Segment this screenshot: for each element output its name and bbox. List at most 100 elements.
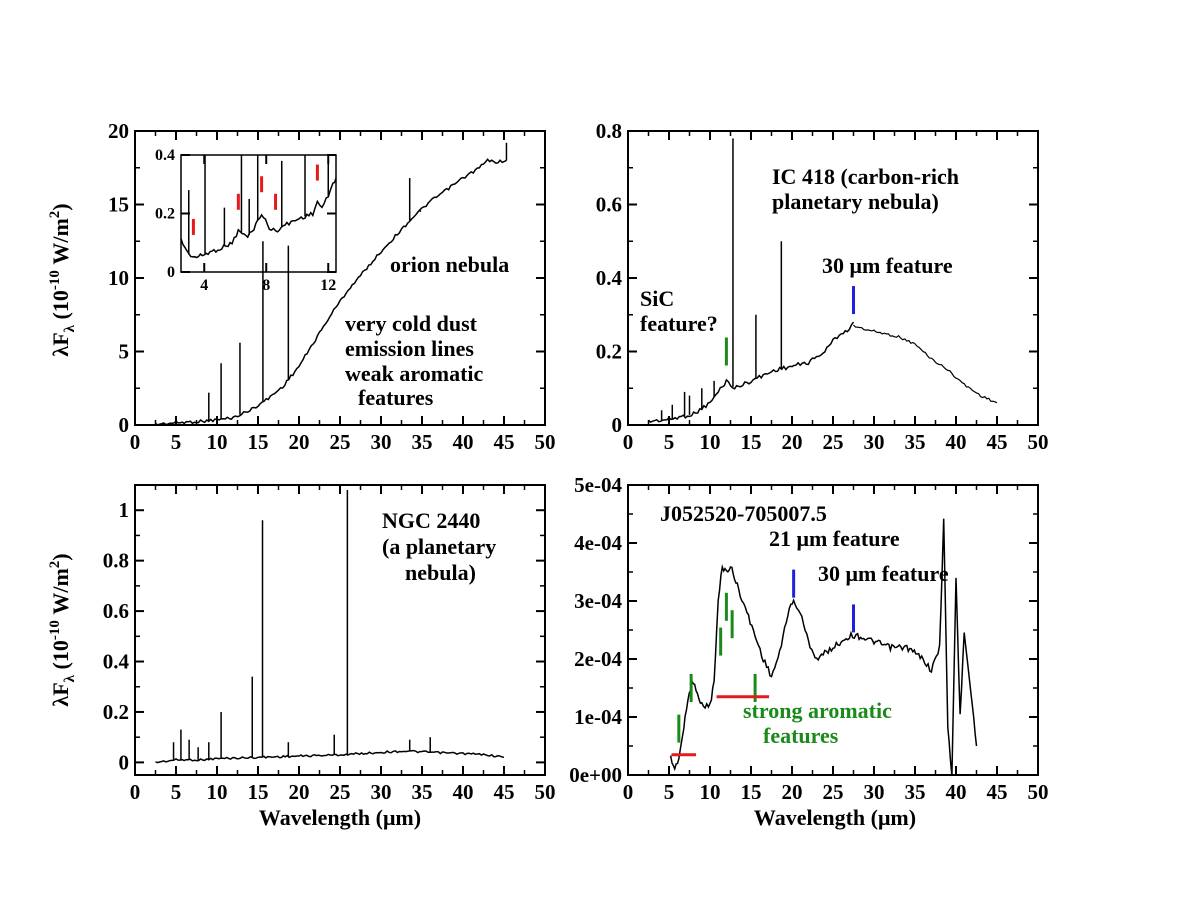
- j052520-x-tick-label: 10: [700, 780, 721, 804]
- orion-x-tick-label: 40: [453, 430, 474, 454]
- ic418-x-tick-label: 35: [905, 430, 926, 454]
- ngc2440-subtitle-label: (a planetary: [382, 534, 496, 559]
- orion-inset-x-tick-label: 4: [200, 277, 208, 294]
- j052520-30um-label: 30 μm feature: [818, 561, 949, 586]
- j052520-y-tick-label: 2e-04: [574, 647, 622, 671]
- orion-y-tick-label: 10: [108, 266, 129, 290]
- orion-x-tick-label: 30: [371, 430, 392, 454]
- ic418-y-tick-label: 0.8: [596, 119, 622, 143]
- j052520-x-tick-label: 50: [1028, 780, 1049, 804]
- j052520-x-axis-title: Wavelength (μm): [754, 805, 916, 830]
- ic418-x-tick-label: 15: [741, 430, 762, 454]
- ngc2440-x-tick-label: 40: [453, 780, 474, 804]
- j052520-spectrum-line: [669, 518, 978, 777]
- orion-y-tick-label: 0: [119, 413, 130, 437]
- ngc2440-x-tick-label: 20: [289, 780, 310, 804]
- ngc2440-y-tick-label: 0.6: [103, 599, 129, 623]
- ngc2440-y-tick-label: 0.8: [103, 549, 129, 573]
- orion-note-features: features: [358, 385, 434, 410]
- ngc2440-x-tick-label: 15: [248, 780, 269, 804]
- ic418-x-tick-label: 40: [946, 430, 967, 454]
- orion-x-tick-label: 0: [130, 430, 141, 454]
- orion-x-tick-label: 25: [330, 430, 351, 454]
- ic418-y-tick-label: 0: [612, 413, 623, 437]
- orion-note-emission: emission lines: [345, 336, 474, 361]
- ic418-sic-label: SiC: [640, 286, 674, 311]
- orion-y-tick-label: 20: [108, 119, 129, 143]
- ic418-x-tick-label: 45: [987, 430, 1008, 454]
- ic418-spectrum-tail: [853, 324, 998, 404]
- orion-inset-x-tick-label: 8: [262, 277, 270, 294]
- orion-x-tick-label: 35: [412, 430, 433, 454]
- ic418-30um-label: 30 μm feature: [822, 253, 953, 278]
- j052520-aromatic2-label: features: [763, 723, 839, 748]
- j052520-y-tick-label: 5e-04: [574, 473, 622, 497]
- ic418-y-tick-label: 0.6: [596, 193, 622, 217]
- ic418-x-tick-label: 5: [664, 430, 675, 454]
- ngc2440-x-tick-label: 35: [412, 780, 433, 804]
- ngc2440-x-tick-label: 45: [494, 780, 515, 804]
- ngc2440-y-axis-title: λFλ (10-10 W/m2): [47, 553, 78, 706]
- j052520-aromatic-label: strong aromatic: [743, 698, 892, 723]
- ngc2440-y-tick-label: 0.2: [103, 700, 129, 724]
- ngc2440-x-tick-label: 50: [535, 780, 556, 804]
- ngc2440-y-tick-label: 1: [119, 498, 130, 522]
- ngc2440-x-tick-label: 30: [371, 780, 392, 804]
- orion-inset-x-tick-label: 12: [320, 277, 336, 294]
- j052520-x-tick-label: 25: [823, 780, 844, 804]
- orion-y-axis-title: λFλ (10-10 W/m2): [47, 203, 78, 356]
- ngc2440-x-tick-label: 25: [330, 780, 351, 804]
- j052520-y-tick-label: 4e-04: [574, 531, 622, 555]
- orion-y-tick-label: 15: [108, 193, 129, 217]
- ic418-sic-feature-label: feature?: [640, 311, 718, 336]
- ic418-x-tick-label: 25: [823, 430, 844, 454]
- ic418-spectrum-line: [647, 321, 855, 423]
- j052520-y-tick-label: 3e-04: [574, 589, 622, 613]
- ngc2440-title-label: NGC 2440: [382, 508, 480, 533]
- orion-x-tick-label: 20: [289, 430, 310, 454]
- j052520-y-tick-label: 1e-04: [574, 705, 622, 729]
- j052520-x-tick-label: 40: [946, 780, 967, 804]
- ngc2440-x-tick-label: 0: [130, 780, 141, 804]
- orion-x-tick-label: 15: [248, 430, 269, 454]
- orion-y-tick-label: 5: [119, 340, 130, 364]
- ngc2440-plot-frame: [134, 484, 546, 776]
- j052520-x-tick-label: 5: [664, 780, 675, 804]
- j052520-x-tick-label: 45: [987, 780, 1008, 804]
- orion-inset-y-tick-label: 0.4: [155, 147, 175, 164]
- j052520-x-tick-label: 20: [782, 780, 803, 804]
- ic418-subtitle-label: planetary nebula): [772, 189, 939, 214]
- ngc2440-x-tick-label: 10: [207, 780, 228, 804]
- ngc2440-spectrum-line: [155, 749, 505, 764]
- orion-x-tick-label: 50: [535, 430, 556, 454]
- orion-title-label: orion nebula: [390, 252, 509, 277]
- orion-x-tick-label: 45: [494, 430, 515, 454]
- ngc2440-x-axis-title: Wavelength (μm): [259, 805, 421, 830]
- orion-spectrum-line: [155, 158, 507, 426]
- j052520-x-tick-label: 15: [741, 780, 762, 804]
- orion-note-cold-dust: very cold dust: [345, 311, 478, 336]
- ic418-title-label: IC 418 (carbon-rich: [772, 164, 959, 189]
- ic418-x-tick-label: 50: [1028, 430, 1049, 454]
- orion-inset-y-tick-label: 0: [167, 264, 175, 281]
- ngc2440-y-tick-label: 0.4: [103, 650, 130, 674]
- ic418-y-tick-label: 0.2: [596, 340, 622, 364]
- ic418-x-tick-label: 30: [864, 430, 885, 454]
- orion-note-aromatic: weak aromatic: [345, 361, 484, 386]
- j052520-21um-label: 21 μm feature: [769, 526, 900, 551]
- j052520-x-tick-label: 0: [623, 780, 634, 804]
- ngc2440-x-tick-label: 5: [171, 780, 182, 804]
- j052520-y-tick-label: 0e+00: [569, 763, 622, 787]
- ngc2440-subtitle2-label: nebula): [405, 560, 476, 585]
- ic418-y-tick-label: 0.4: [596, 266, 623, 290]
- ngc2440-y-tick-label: 0: [119, 750, 130, 774]
- j052520-title-label: J052520-705007.5: [660, 501, 827, 526]
- ic418-x-tick-label: 0: [623, 430, 634, 454]
- orion-x-tick-label: 10: [207, 430, 228, 454]
- j052520-x-tick-label: 35: [905, 780, 926, 804]
- ic418-x-tick-label: 20: [782, 430, 803, 454]
- orion-inset-y-tick-label: 0.2: [155, 206, 175, 223]
- j052520-x-tick-label: 30: [864, 780, 885, 804]
- ic418-x-tick-label: 10: [700, 430, 721, 454]
